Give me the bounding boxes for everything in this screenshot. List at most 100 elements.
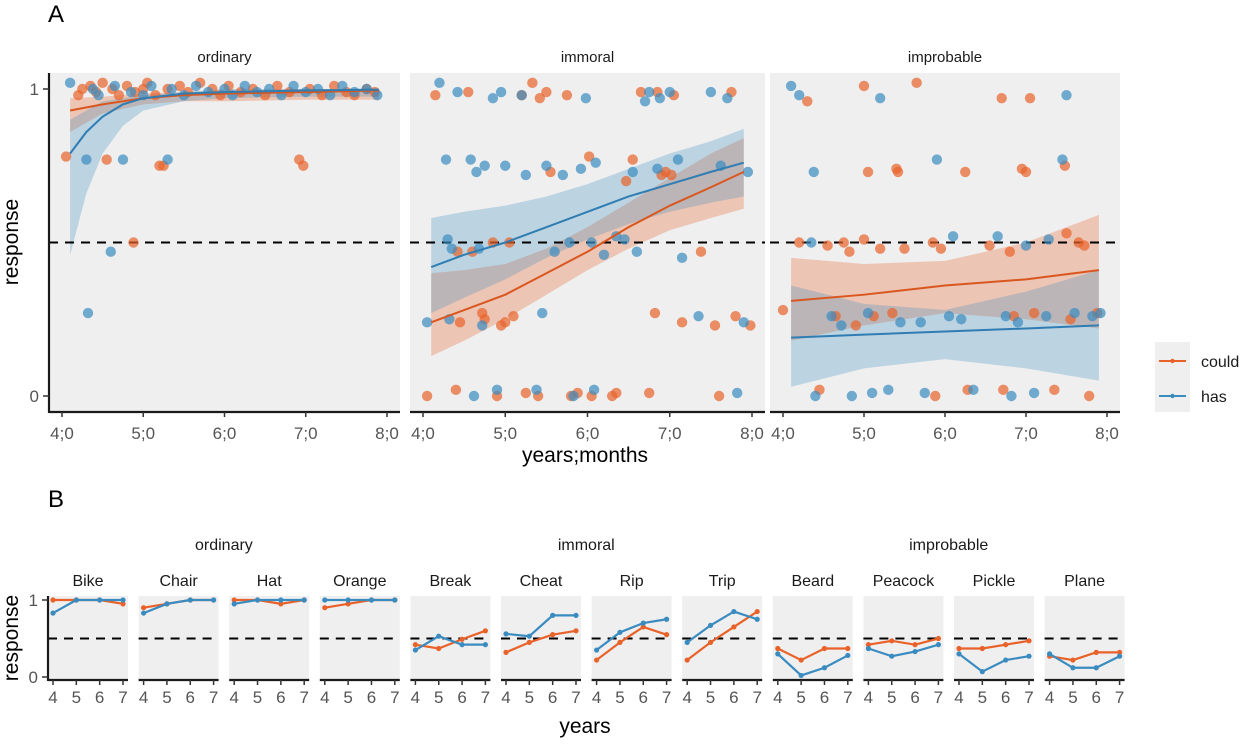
x-tick-label: 6 bbox=[1001, 688, 1010, 707]
x-tick-label: 4;0 bbox=[50, 424, 74, 443]
ci-ribbon-could bbox=[431, 138, 744, 357]
data-point-has bbox=[956, 314, 967, 325]
x-tick-label: 6;0 bbox=[213, 424, 237, 443]
data-point-has bbox=[654, 93, 666, 104]
x-tick-label: 6 bbox=[910, 688, 919, 707]
facet-orange: Orange 4 5 6 7 bbox=[319, 573, 400, 707]
series-point-has bbox=[935, 642, 942, 648]
data-point-has bbox=[452, 86, 463, 98]
x-tick-label: 7 bbox=[752, 688, 761, 707]
data-point-could bbox=[676, 317, 688, 328]
data-point-could bbox=[695, 246, 707, 257]
series-point-could bbox=[278, 601, 284, 607]
x-tick-label: 8;0 bbox=[740, 424, 764, 443]
x-tick-label: 7;0 bbox=[658, 424, 682, 443]
fit-line-has bbox=[430, 161, 745, 268]
data-point-has bbox=[1095, 307, 1106, 319]
series-point-has bbox=[865, 645, 872, 652]
series-point-could bbox=[798, 657, 804, 663]
series-line-could bbox=[868, 637, 939, 646]
series-point-could bbox=[640, 624, 646, 630]
facet-strip-label: Beard bbox=[791, 573, 834, 590]
data-point-could bbox=[1049, 384, 1060, 396]
data-point-has bbox=[598, 249, 610, 260]
data-point-could bbox=[101, 154, 112, 165]
data-point-has bbox=[947, 231, 959, 242]
data-point-has bbox=[495, 86, 507, 98]
x-tick-label: 7 bbox=[481, 688, 490, 707]
data-point-has bbox=[672, 154, 684, 165]
series-point-has bbox=[798, 672, 804, 679]
data-point-has bbox=[190, 80, 202, 92]
series-point-has bbox=[187, 597, 193, 603]
data-point-has bbox=[105, 246, 116, 257]
group-label-improbable: improbable bbox=[909, 537, 988, 554]
data-point-could bbox=[508, 310, 519, 322]
data-point-could bbox=[611, 387, 622, 399]
series-point-could bbox=[707, 639, 714, 645]
x-tick-label: 7 bbox=[843, 688, 852, 707]
facet-improbable: improbable 4;0 5;0 6;0 7;0 8;0 bbox=[770, 49, 1120, 443]
data-point-has bbox=[862, 307, 874, 319]
data-point-could bbox=[620, 175, 632, 187]
fit-line-could bbox=[791, 269, 1100, 302]
series-point-has bbox=[1093, 665, 1099, 671]
legend-key-background bbox=[1155, 342, 1190, 412]
series-point-has bbox=[141, 610, 147, 616]
series-point-has bbox=[594, 647, 600, 653]
x-tick-label: 6 bbox=[95, 688, 104, 707]
legend-label-has: has bbox=[1201, 389, 1227, 406]
series-point-has bbox=[573, 612, 579, 619]
series-point-has bbox=[912, 648, 918, 655]
data-point-could bbox=[730, 310, 741, 322]
series-point-has bbox=[845, 652, 851, 659]
data-point-has bbox=[866, 387, 878, 399]
data-point-has bbox=[731, 387, 743, 399]
series-point-has bbox=[731, 608, 737, 615]
series-point-has bbox=[97, 597, 103, 603]
data-point-has bbox=[568, 390, 579, 402]
data-point-has bbox=[808, 166, 819, 178]
data-point-has bbox=[117, 154, 129, 165]
series-point-could bbox=[664, 632, 670, 638]
data-point-could bbox=[150, 89, 161, 101]
x-tick-label: 4 bbox=[682, 688, 691, 707]
x-tick-label: 6 bbox=[820, 688, 829, 707]
data-point-has bbox=[705, 86, 717, 98]
data-point-could bbox=[794, 237, 805, 248]
data-point-has bbox=[491, 384, 503, 396]
x-tick-label: 7 bbox=[1024, 688, 1033, 707]
data-point-has bbox=[895, 317, 906, 328]
x-tick-label: 5 bbox=[253, 688, 262, 707]
data-point-has bbox=[81, 154, 92, 165]
facet-strip-label: Bike bbox=[72, 573, 103, 590]
data-point-has bbox=[1041, 310, 1052, 322]
facet-strip-label: Hat bbox=[257, 573, 282, 590]
data-point-could bbox=[635, 86, 647, 98]
series-line-has bbox=[234, 598, 305, 605]
data-point-has bbox=[590, 157, 601, 168]
data-point-could bbox=[709, 320, 721, 331]
data-point-could bbox=[97, 77, 108, 89]
series-point-has bbox=[345, 597, 351, 603]
data-point-has bbox=[875, 93, 886, 104]
fit-line-could bbox=[69, 89, 379, 112]
data-point-has bbox=[1087, 310, 1098, 322]
series-point-has bbox=[1070, 665, 1076, 671]
series-point-could bbox=[956, 645, 962, 652]
series-point-has bbox=[526, 633, 532, 639]
series-point-could bbox=[459, 636, 465, 642]
data-point-has bbox=[586, 237, 597, 248]
data-point-could bbox=[1079, 240, 1090, 251]
legend-dot-could bbox=[1170, 358, 1175, 364]
data-point-could bbox=[927, 237, 939, 248]
facet-strip-label: Orange bbox=[333, 573, 386, 590]
data-point-has bbox=[1000, 310, 1011, 322]
series-point-has bbox=[617, 629, 623, 635]
series-point-has bbox=[1117, 653, 1123, 659]
series-point-could bbox=[50, 597, 56, 603]
data-point-has bbox=[500, 160, 511, 171]
series-point-could bbox=[526, 639, 532, 645]
data-point-has bbox=[652, 163, 663, 175]
series-point-could bbox=[821, 645, 828, 652]
